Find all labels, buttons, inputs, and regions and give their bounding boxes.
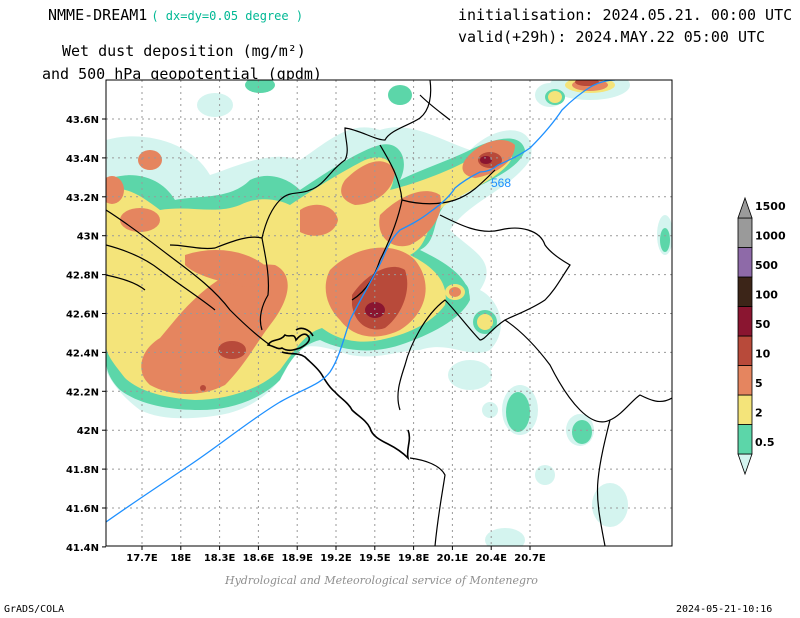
- country-borders: [106, 80, 672, 546]
- colorbar-swatch: [737, 217, 753, 248]
- software-label: GrADS/COLA: [4, 604, 65, 615]
- colorbar-swatch: [737, 247, 753, 278]
- colorbar-upper-arrow: [737, 196, 753, 219]
- lon-tick-label: 19.8E: [398, 553, 430, 564]
- lon-tick-label: 18.6E: [243, 553, 275, 564]
- lon-tick-label: 18.3E: [204, 553, 236, 564]
- colorbar-swatch: [737, 424, 753, 455]
- colorbar-swatch: [737, 365, 753, 396]
- colorbar-swatch: [737, 306, 753, 337]
- deposition-field: [106, 80, 672, 546]
- lon-tick-label: 17.7E: [126, 553, 158, 564]
- colorbar-label: 1500: [755, 200, 786, 213]
- colorbar: 0.5 2 5 10 50 100 500 1000 1500: [737, 196, 786, 476]
- lat-tick-label: 43.2N: [66, 193, 99, 204]
- valid-time: valid(+29h): 2024.MAY.22 05:00 UTC: [458, 28, 766, 46]
- colorbar-label: 5: [755, 377, 763, 390]
- model-title: NMME-DREAM1: [48, 6, 148, 24]
- colorbar-label: 10: [755, 348, 771, 361]
- lon-tick-label: 19.2E: [320, 553, 352, 564]
- lat-tick-label: 42.4N: [66, 348, 99, 359]
- colorbar-label: 50: [755, 318, 771, 331]
- lon-tick-label: 18.9E: [281, 553, 313, 564]
- colorbar-label: 0.5: [755, 436, 775, 449]
- colorbar-label: 500: [755, 259, 778, 272]
- lat-tick-label: 42.2N: [66, 387, 99, 398]
- lon-tick-label: 20.4E: [475, 553, 507, 564]
- lon-tick-label: 20.7E: [514, 553, 546, 564]
- map-grid: [106, 80, 672, 546]
- colorbar-label: 2: [755, 407, 763, 420]
- lon-tick-label: 20.1E: [437, 553, 469, 564]
- geopotential-contour: [106, 80, 616, 523]
- colorbar-swatch: [737, 276, 753, 307]
- credit-text: Hydrological and Meteorological service …: [225, 574, 538, 587]
- timestamp: 2024-05-21-10:16: [676, 604, 773, 615]
- title-line-1: Wet dust deposition (mg/m²): [62, 42, 306, 60]
- colorbar-lower-arrow: [737, 453, 753, 476]
- lat-tick-label: 41.4N: [66, 543, 99, 554]
- lat-tick-label: 41.8N: [66, 465, 99, 476]
- lat-tick-label: 43.6N: [66, 115, 99, 126]
- latitude-axis: 43.6N 43.4N 43.2N 43N 42.8N 42.6N 42.4N 42.2N 42…: [66, 115, 106, 554]
- lat-tick-label: 42.6N: [66, 310, 99, 321]
- lat-tick-label: 43N: [77, 232, 99, 243]
- model-name: NMME-DREAM1( dx=dy=0.05 degree ): [48, 6, 303, 24]
- colorbar-swatch: [737, 394, 753, 425]
- lat-tick-label: 42N: [77, 426, 99, 437]
- lon-tick-label: 18E: [170, 553, 191, 564]
- colorbar-label: 1000: [755, 230, 786, 243]
- lat-tick-label: 41.6N: [66, 504, 99, 515]
- model-resolution: ( dx=dy=0.05 degree ): [151, 9, 304, 23]
- longitude-axis: 17.7E 18E 18.3E 18.6E 18.9E 19.2E 19.5E 19.8E 20…: [126, 546, 546, 564]
- coastline: [266, 327, 411, 461]
- lat-tick-label: 43.4N: [66, 154, 99, 165]
- init-time: initialisation: 2024.05.21. 00:00 UTC: [458, 6, 793, 24]
- contour-label-568: 568: [491, 176, 511, 190]
- lon-tick-label: 19.5E: [359, 553, 391, 564]
- lat-tick-label: 42.8N: [66, 271, 99, 282]
- colorbar-swatch: [737, 335, 753, 366]
- colorbar-label: 100: [755, 289, 778, 302]
- title-line-2: and 500 hPa geopotential (gpdm): [42, 65, 322, 83]
